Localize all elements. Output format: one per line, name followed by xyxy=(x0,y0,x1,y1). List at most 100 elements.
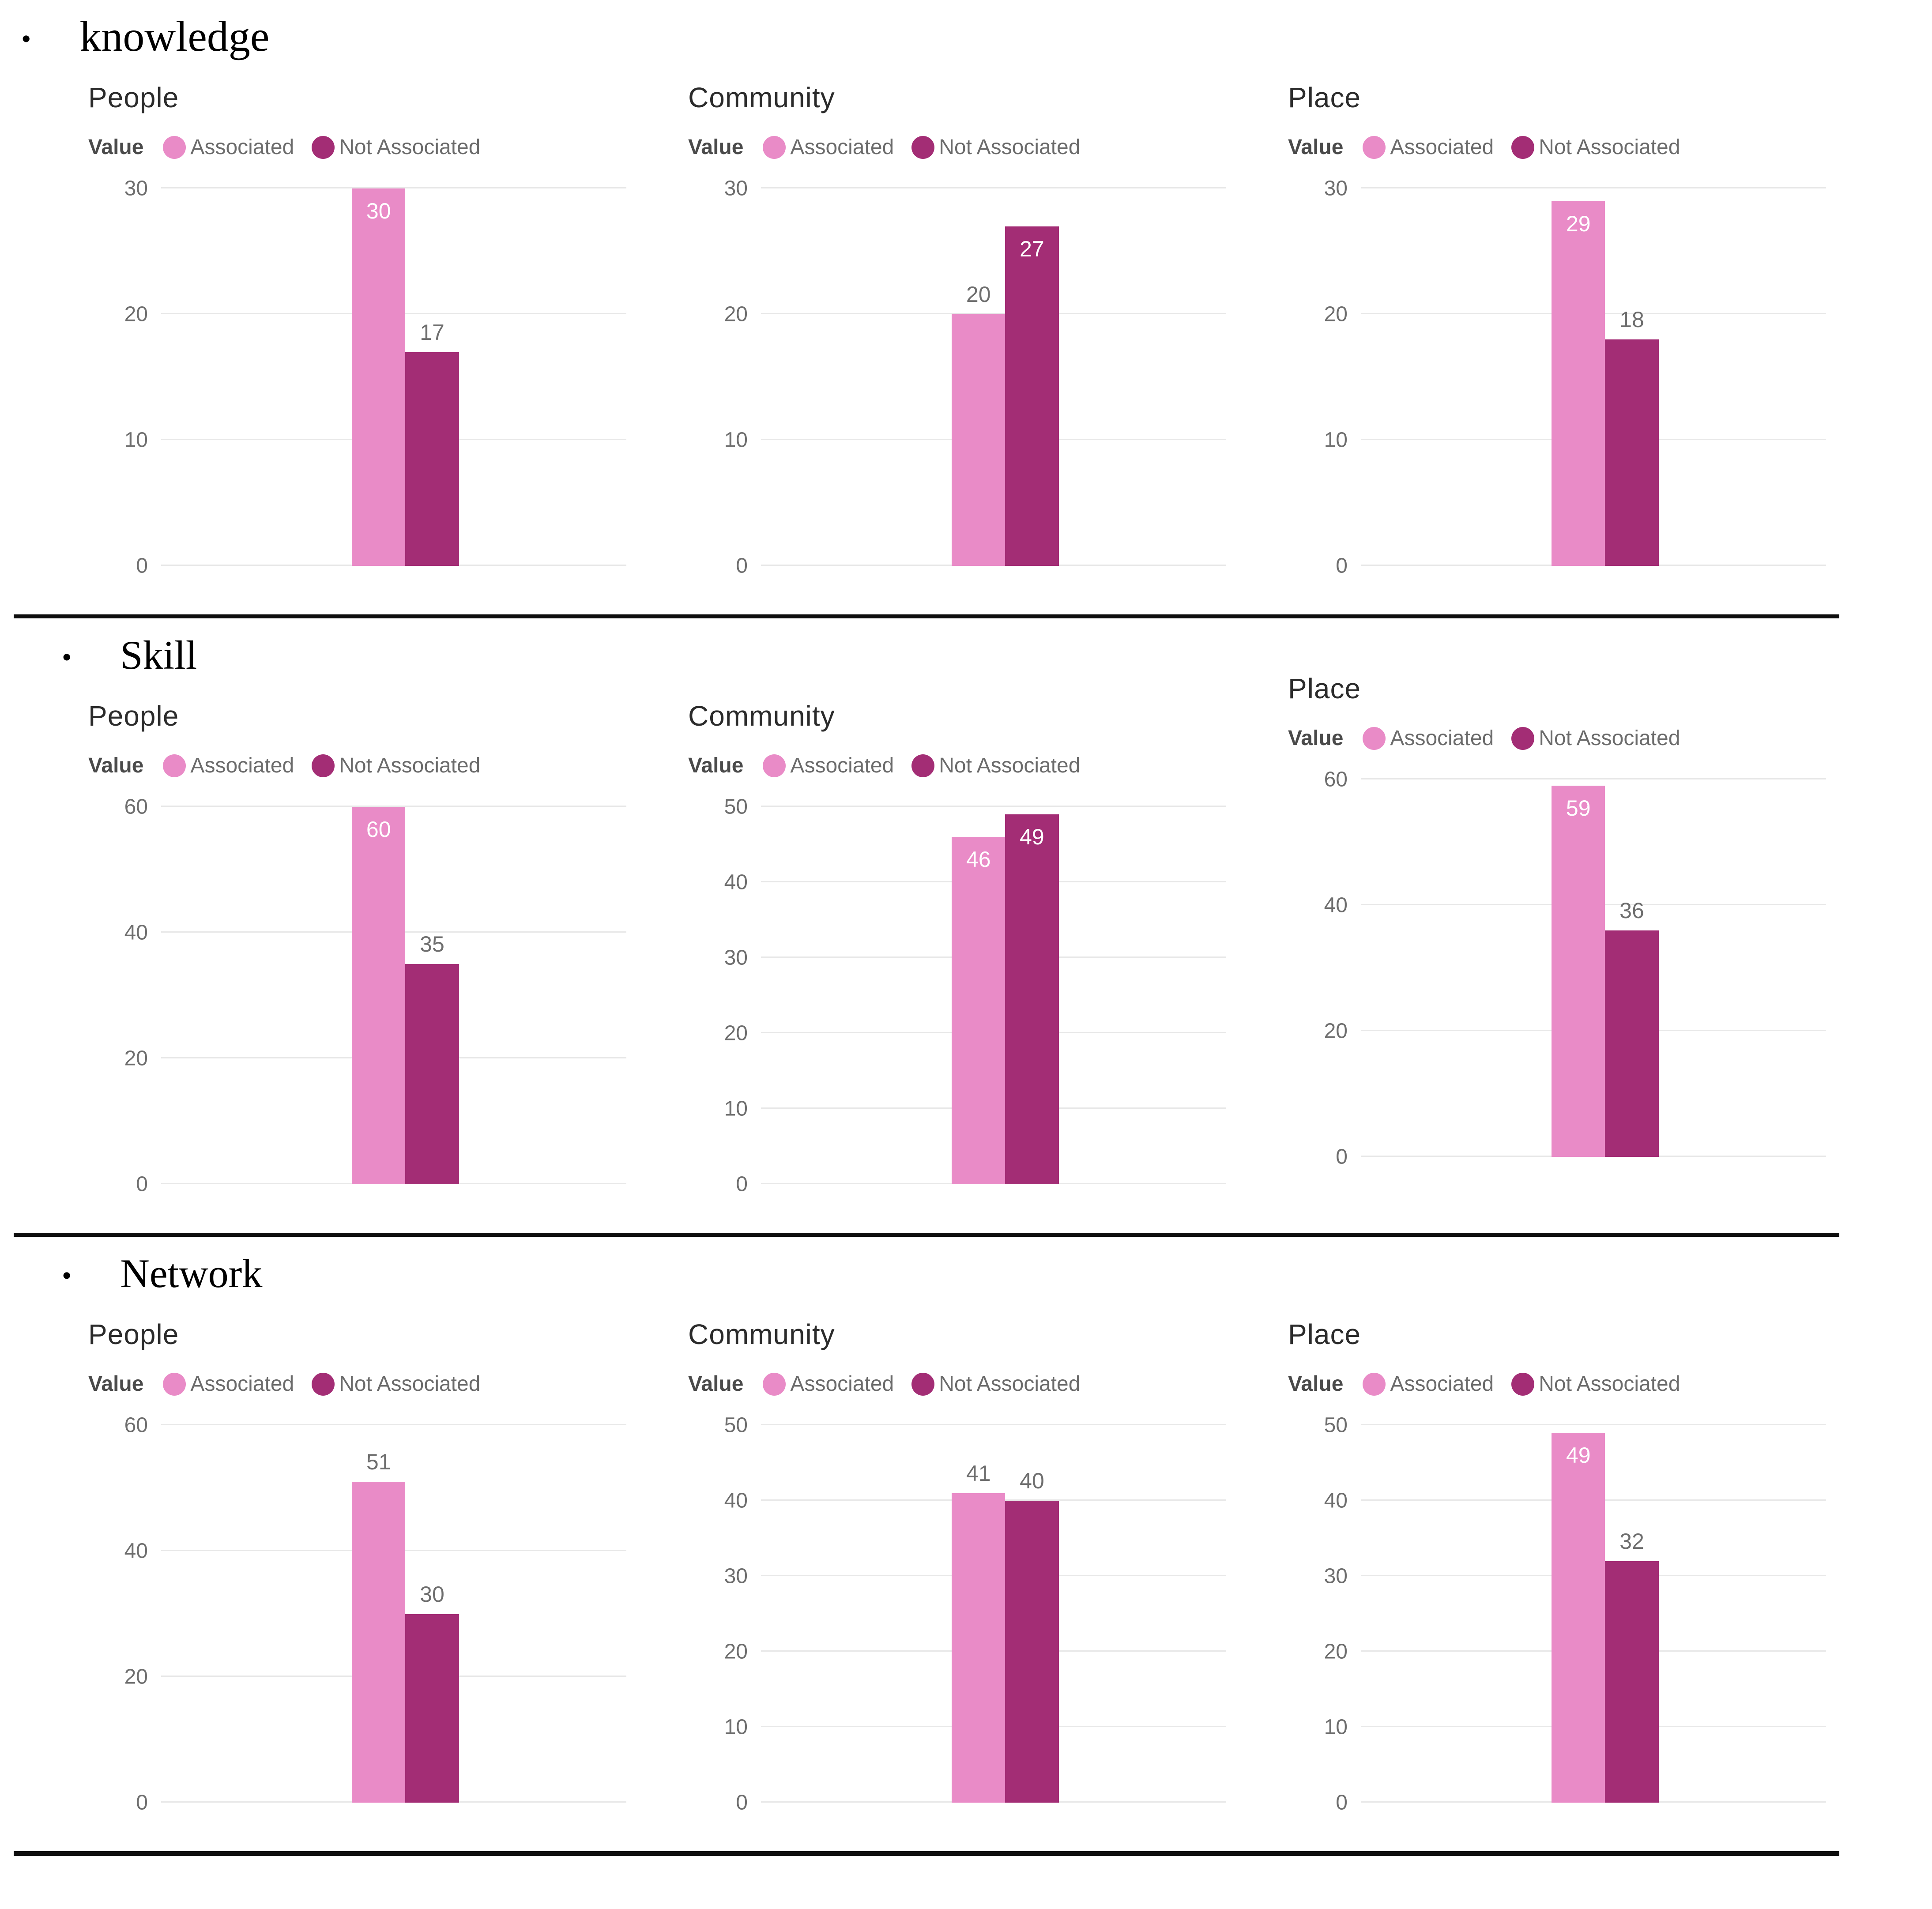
legend-dot-associated-icon xyxy=(763,754,786,777)
y-tick-label: 60 xyxy=(1324,768,1348,791)
legend-label: Not Associated xyxy=(339,754,481,777)
legend-label: Not Associated xyxy=(339,1372,481,1396)
y-tick-label: 20 xyxy=(124,1665,148,1689)
legend-label: Associated xyxy=(1390,136,1494,159)
chart-skill-community: Community Value Associated Not Associated 0 1… xyxy=(688,700,1239,1233)
legend-item: Associated xyxy=(1363,1372,1494,1396)
legend-dot-associated-icon xyxy=(763,1372,786,1396)
legend-label: Associated xyxy=(190,136,294,159)
gridline xyxy=(761,1424,1226,1425)
bar-value-label: 60 xyxy=(366,817,391,842)
chart-knowledge-place: Place Value Associated Not Associated 0 10 20 3… xyxy=(1288,81,1839,614)
bar-not_associated xyxy=(1605,339,1659,566)
y-tick-label: 50 xyxy=(724,795,748,819)
section-heading-text: Skill xyxy=(120,633,197,678)
legend-label: Not Associated xyxy=(1539,136,1680,159)
bar-not_associated xyxy=(405,1614,459,1803)
chart-title: Community xyxy=(688,1318,835,1350)
bar-value-label: 51 xyxy=(366,1450,391,1475)
legend-item: Not Associated xyxy=(911,1372,1080,1396)
chart-skill-people: People Value Associated Not Associated 0 20 40… xyxy=(88,700,640,1233)
gridline xyxy=(1361,778,1826,779)
plot-area: 0 10 20 30 30 17 xyxy=(124,177,626,578)
legend: Value Associated Not Associated xyxy=(88,135,640,159)
y-tick-label: 40 xyxy=(124,921,148,945)
legend-item: Not Associated xyxy=(911,753,1080,778)
bar-value-label: 17 xyxy=(420,320,444,345)
legend-item: Associated xyxy=(163,753,294,778)
legend-item: Not Associated xyxy=(312,135,480,159)
bar-value-label: 29 xyxy=(1566,211,1591,236)
section-heading: • Skill xyxy=(0,631,1932,684)
legend-label: Not Associated xyxy=(939,136,1081,159)
y-tick-label: 10 xyxy=(1324,1715,1348,1739)
plot-area: 0 20 40 60 60 35 xyxy=(124,795,626,1196)
bar-value-label: 40 xyxy=(1020,1468,1044,1493)
row-separator xyxy=(13,1233,1839,1237)
section-heading: • knowledge xyxy=(0,12,1932,65)
legend-dot-associated-icon xyxy=(163,754,186,777)
bar-not_associated: 49 xyxy=(1005,814,1059,1184)
legend-dot-associated-icon xyxy=(1363,727,1386,750)
gridline xyxy=(761,806,1226,807)
gridline xyxy=(1361,187,1826,188)
y-tick-label: 40 xyxy=(1324,1489,1348,1513)
legend-dot-not_associated-icon xyxy=(911,1372,935,1396)
gridline xyxy=(161,1424,626,1425)
legend-item: Associated xyxy=(163,1372,294,1396)
legend-label: Not Associated xyxy=(339,136,481,159)
y-tick-label: 10 xyxy=(724,1715,748,1739)
legend: Value Associated Not Associated xyxy=(88,1372,640,1396)
legend: Value Associated Not Associated xyxy=(688,753,1239,778)
y-tick-label: 20 xyxy=(1324,302,1348,326)
chart-title: People xyxy=(88,700,179,732)
legend-dot-associated-icon xyxy=(1363,1372,1386,1396)
plot-area: 0 10 20 30 40 50 49 32 xyxy=(1324,1414,1826,1815)
y-tick-label: 0 xyxy=(136,1791,148,1815)
y-tick-label: 20 xyxy=(124,302,148,326)
bullet-icon: • xyxy=(62,1260,72,1291)
legend-item: Associated xyxy=(763,1372,894,1396)
bar-associated xyxy=(352,1482,406,1803)
section-skill: • Skill People Value Associated Not Associate… xyxy=(0,618,1932,1233)
legend-dot-associated-icon xyxy=(163,1372,186,1396)
bar-not_associated xyxy=(405,352,459,566)
bar-value-label: 30 xyxy=(366,199,391,223)
plot-area: 0 10 20 30 20 27 xyxy=(724,177,1226,578)
legend-title: Value xyxy=(1288,136,1344,159)
bar-value-label: 59 xyxy=(1566,796,1591,821)
legend-item: Not Associated xyxy=(911,135,1080,159)
y-tick-label: 20 xyxy=(1324,1019,1348,1043)
bar-associated: 30 xyxy=(352,188,406,566)
legend-label: Not Associated xyxy=(939,1372,1081,1396)
y-tick-label: 20 xyxy=(724,302,748,326)
y-tick-label: 20 xyxy=(1324,1640,1348,1664)
bar-associated: 59 xyxy=(1552,786,1605,1157)
bar-not_associated xyxy=(405,964,459,1184)
bar-associated xyxy=(952,1493,1006,1803)
chart-title: People xyxy=(88,82,179,113)
bar-associated: 29 xyxy=(1552,201,1605,566)
y-tick-label: 0 xyxy=(1336,554,1348,578)
charts-row: People Value Associated Not Associated 0 20 40… xyxy=(0,1318,1932,1851)
bar-associated: 49 xyxy=(1552,1433,1605,1803)
y-tick-label: 0 xyxy=(1336,1791,1348,1815)
chart-title: Place xyxy=(1288,673,1361,704)
legend-item: Not Associated xyxy=(1511,726,1680,750)
plot-area: 0 20 40 60 51 30 xyxy=(124,1414,626,1815)
legend-dot-not_associated-icon xyxy=(1511,1372,1535,1396)
y-tick-label: 10 xyxy=(1324,428,1348,452)
gridline xyxy=(761,313,1226,315)
y-tick-label: 0 xyxy=(136,554,148,578)
y-tick-label: 20 xyxy=(124,1047,148,1070)
legend-label: Not Associated xyxy=(1539,727,1680,750)
y-tick-label: 60 xyxy=(124,795,148,819)
bar-not_associated: 27 xyxy=(1005,226,1059,566)
y-tick-label: 10 xyxy=(724,428,748,452)
chart-knowledge-community: Community Value Associated Not Associated 0 1… xyxy=(688,81,1239,614)
y-tick-label: 60 xyxy=(124,1413,148,1437)
chart-title: Place xyxy=(1288,1318,1361,1350)
y-tick-label: 30 xyxy=(1324,177,1348,200)
legend-dot-not_associated-icon xyxy=(312,1372,335,1396)
chart-network-people: People Value Associated Not Associated 0 20 40… xyxy=(88,1318,640,1851)
